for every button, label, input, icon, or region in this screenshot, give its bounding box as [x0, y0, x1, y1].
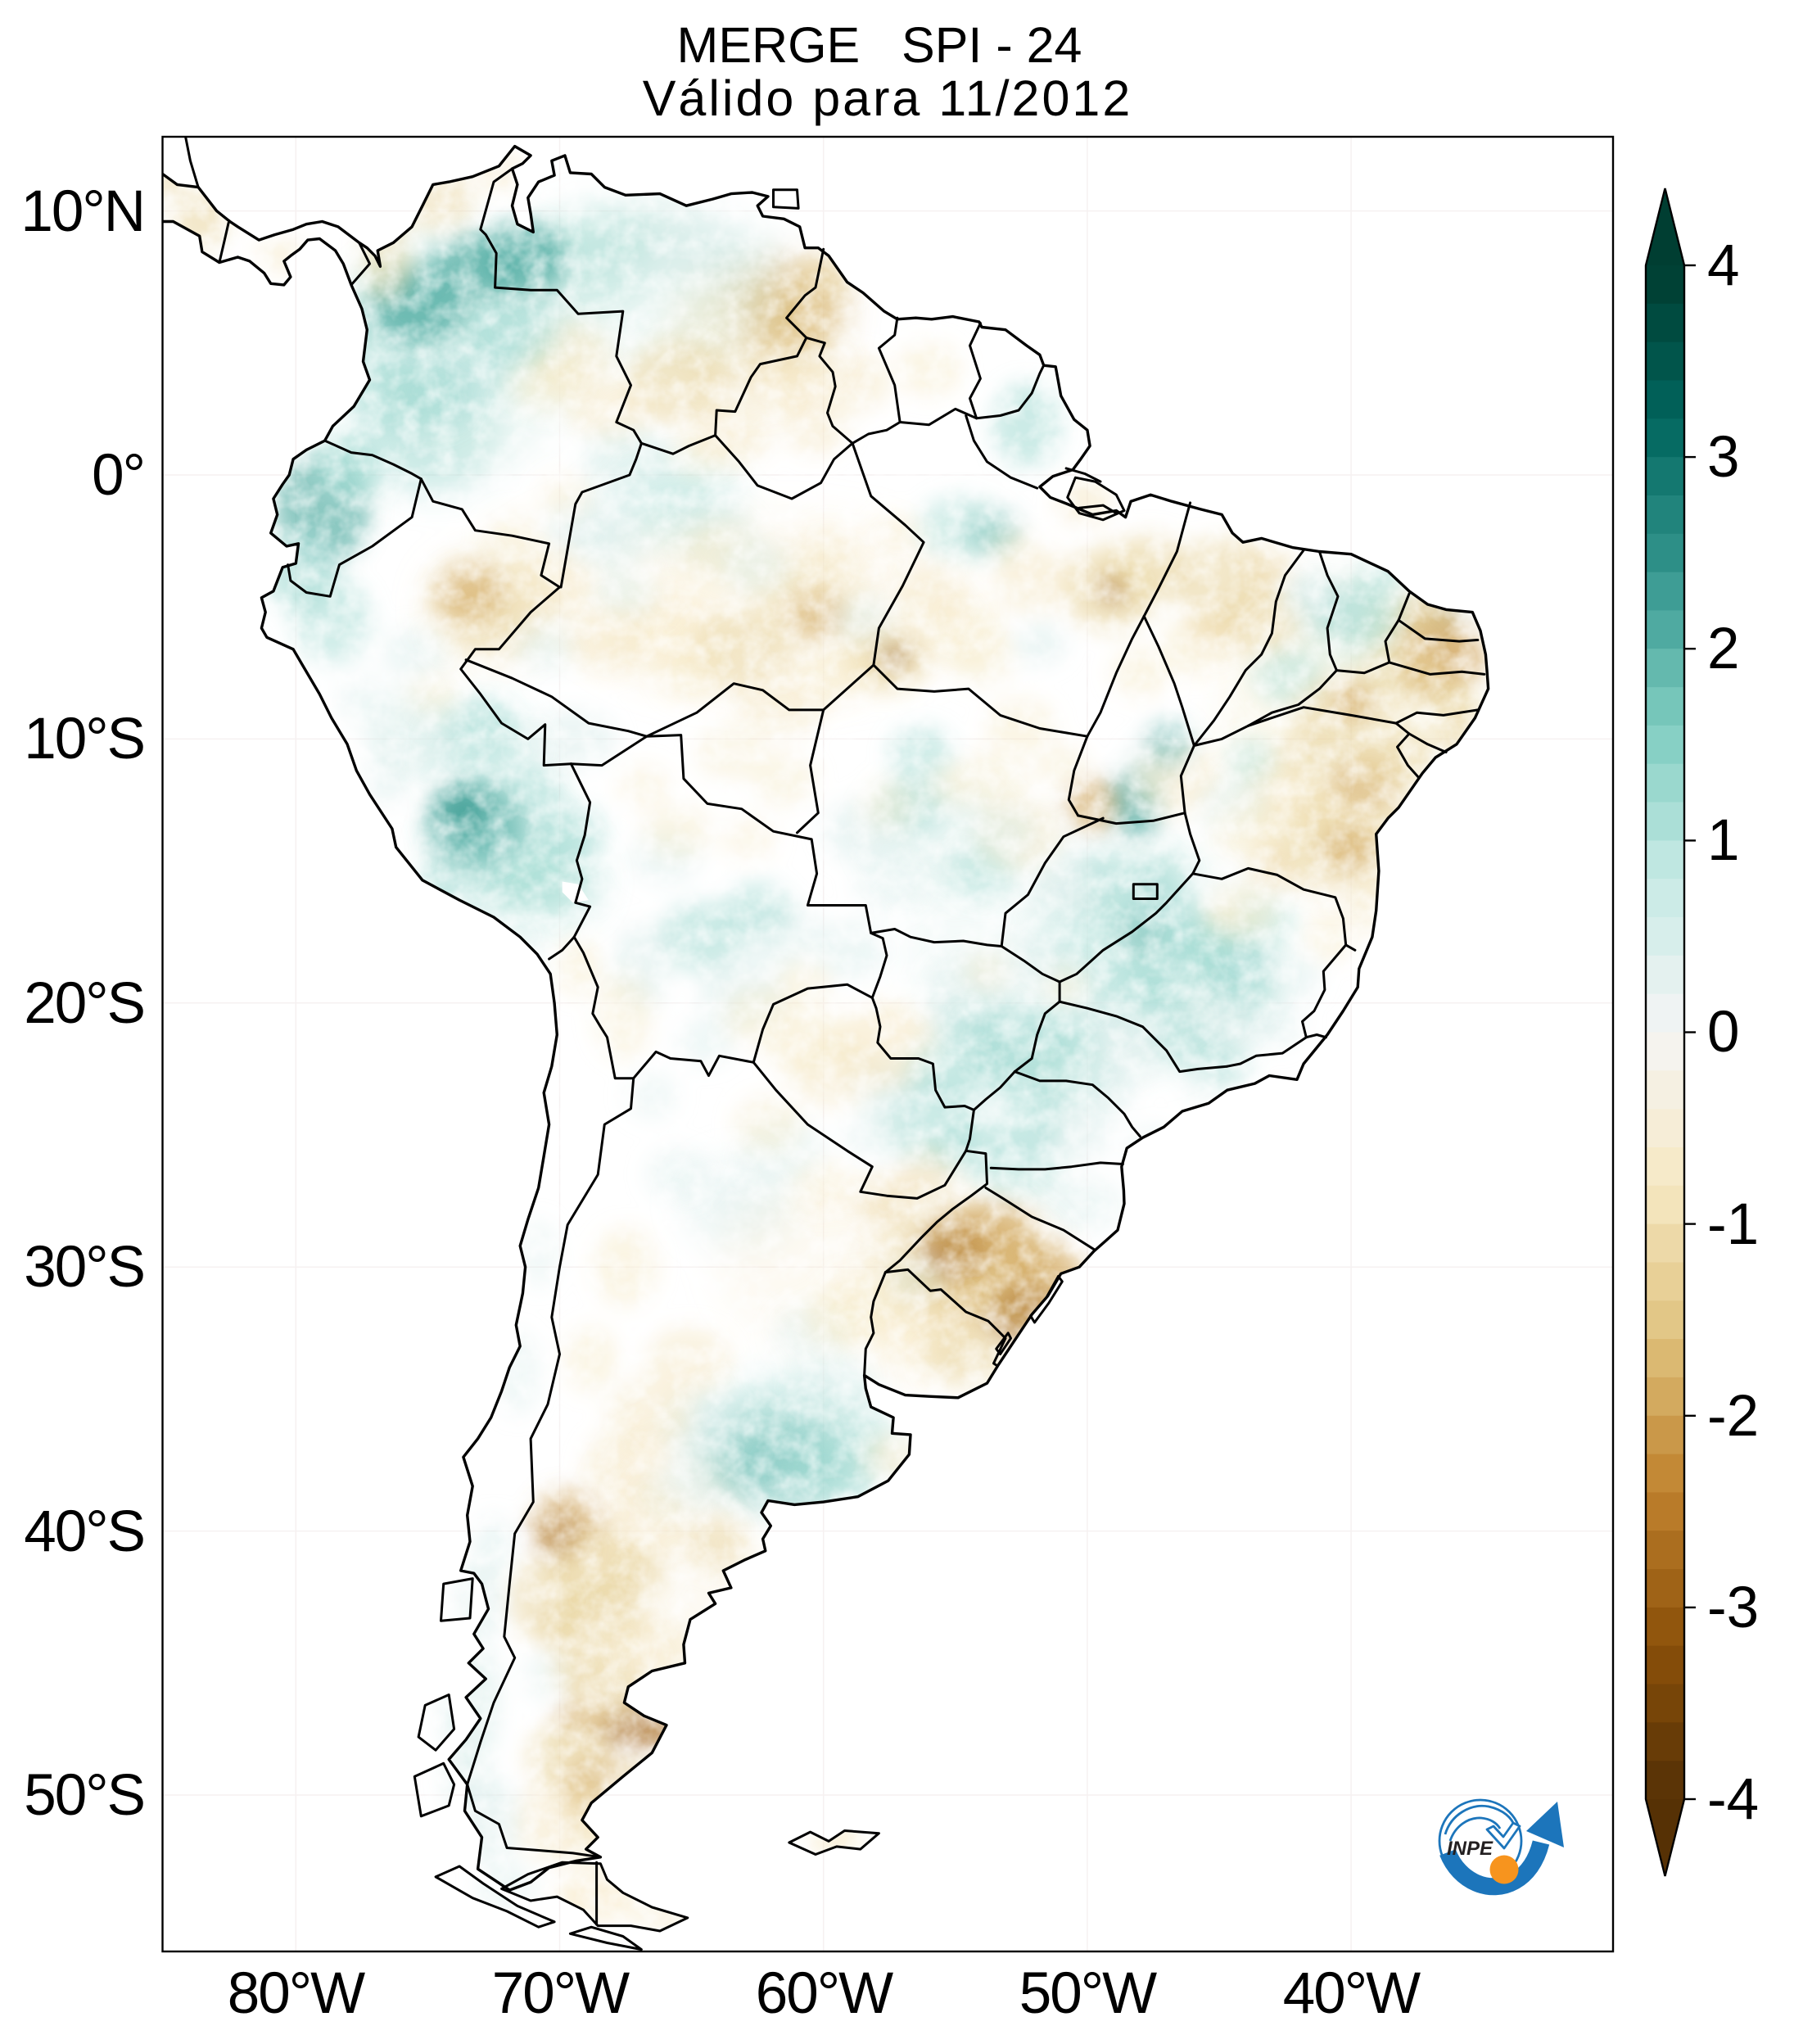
svg-text:50°S: 50°S	[24, 1763, 144, 1828]
svg-text:-2: -2	[1707, 1384, 1759, 1449]
svg-text:20°S: 20°S	[24, 971, 144, 1036]
svg-text:0°: 0°	[92, 443, 144, 508]
svg-text:10°N: 10°N	[20, 179, 144, 244]
svg-text:INPE: INPE	[1447, 1838, 1493, 1860]
svg-text:10°S: 10°S	[24, 707, 144, 771]
svg-text:-4: -4	[1707, 1767, 1759, 1832]
svg-text:Válido para 11/2012: Válido para 11/2012	[643, 70, 1133, 126]
svg-text:30°S: 30°S	[24, 1235, 144, 1300]
svg-text:70°W: 70°W	[492, 1961, 630, 2026]
svg-text:40°W: 40°W	[1283, 1961, 1421, 2026]
svg-text:1: 1	[1707, 808, 1740, 873]
svg-text:MERGE SPI - 24: MERGE SPI - 24	[677, 17, 1082, 73]
svg-text:0: 0	[1707, 1000, 1740, 1065]
svg-text:40°S: 40°S	[24, 1499, 144, 1564]
svg-text:50°W: 50°W	[1019, 1961, 1157, 2026]
svg-text:-3: -3	[1707, 1576, 1759, 1640]
svg-text:3: 3	[1707, 425, 1740, 490]
svg-text:-1: -1	[1707, 1192, 1759, 1257]
svg-text:2: 2	[1707, 617, 1740, 681]
svg-text:80°W: 80°W	[228, 1961, 365, 2026]
svg-text:60°W: 60°W	[756, 1961, 893, 2026]
svg-text:4: 4	[1707, 233, 1740, 298]
